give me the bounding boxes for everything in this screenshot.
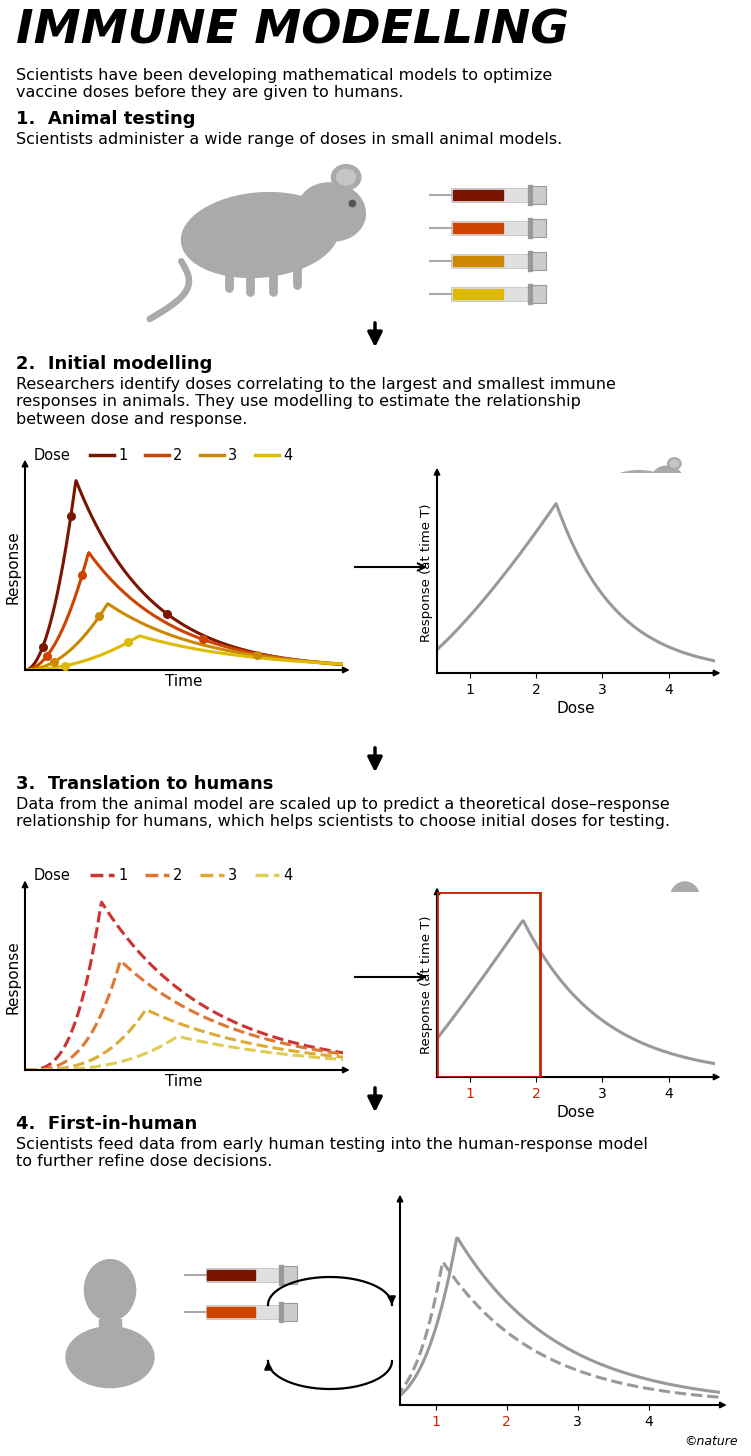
Text: 3: 3 xyxy=(228,447,237,463)
Text: Researchers identify doses correlating to the largest and smallest immune
respon: Researchers identify doses correlating t… xyxy=(16,377,616,427)
Text: 4: 4 xyxy=(283,868,292,882)
Text: 2.  Initial modelling: 2. Initial modelling xyxy=(16,355,213,373)
Bar xyxy=(99,1319,121,1335)
Point xyxy=(41,644,53,667)
Bar xyxy=(528,284,532,304)
Bar xyxy=(279,1265,283,1284)
Text: 1: 1 xyxy=(118,447,127,463)
Y-axis label: Response (at time T): Response (at time T) xyxy=(420,916,433,1054)
Ellipse shape xyxy=(599,470,671,510)
Bar xyxy=(451,255,528,268)
Point xyxy=(93,604,105,628)
Ellipse shape xyxy=(297,183,366,240)
Ellipse shape xyxy=(182,192,339,278)
Text: 4: 4 xyxy=(283,447,292,463)
Bar xyxy=(532,218,545,237)
Bar xyxy=(283,1265,297,1284)
Bar xyxy=(279,1302,283,1322)
Point xyxy=(59,654,71,677)
Text: Scientists feed data from early human testing into the human-response model
to f: Scientists feed data from early human te… xyxy=(16,1137,648,1169)
X-axis label: Time: Time xyxy=(165,674,203,689)
Y-axis label: Response (at time T): Response (at time T) xyxy=(420,504,433,642)
Point xyxy=(48,651,60,674)
Text: 1.  Animal testing: 1. Animal testing xyxy=(16,111,195,128)
Text: 3.  Translation to humans: 3. Translation to humans xyxy=(16,775,273,794)
Text: 4.  First-in-human: 4. First-in-human xyxy=(16,1115,198,1133)
X-axis label: Dose: Dose xyxy=(556,1105,596,1120)
Bar xyxy=(451,221,528,234)
X-axis label: Dose: Dose xyxy=(556,700,596,716)
Text: 3: 3 xyxy=(228,868,237,882)
Point xyxy=(197,628,209,651)
Ellipse shape xyxy=(336,169,355,185)
Text: 2: 2 xyxy=(173,447,182,463)
Bar xyxy=(453,256,502,266)
Point xyxy=(122,630,134,654)
Ellipse shape xyxy=(670,882,700,919)
X-axis label: Time: Time xyxy=(165,1075,203,1089)
Point xyxy=(37,635,49,658)
Y-axis label: Response: Response xyxy=(6,941,21,1015)
Text: ©nature: ©nature xyxy=(684,1436,738,1449)
Point xyxy=(65,505,77,529)
Text: 2: 2 xyxy=(173,868,182,882)
Text: IMMUNE MODELLING: IMMUNE MODELLING xyxy=(16,7,569,52)
Bar xyxy=(207,1270,255,1280)
Point xyxy=(77,563,89,587)
Bar xyxy=(453,189,502,199)
Bar xyxy=(283,1303,297,1321)
Y-axis label: Response: Response xyxy=(6,530,21,604)
Point xyxy=(161,603,173,626)
Bar xyxy=(437,893,540,1077)
Bar xyxy=(528,185,532,205)
Bar xyxy=(528,218,532,239)
Ellipse shape xyxy=(670,460,679,467)
Text: Scientists have been developing mathematical models to optimize
vaccine doses be: Scientists have been developing mathemat… xyxy=(16,68,552,100)
Bar xyxy=(207,1307,255,1316)
Bar xyxy=(528,250,532,271)
Ellipse shape xyxy=(659,922,711,958)
Ellipse shape xyxy=(84,1259,136,1321)
Bar xyxy=(532,186,545,204)
Ellipse shape xyxy=(66,1326,154,1388)
Text: Dose: Dose xyxy=(34,868,71,882)
Text: Scientists administer a wide range of doses in small animal models.: Scientists administer a wide range of do… xyxy=(16,132,562,147)
Bar xyxy=(678,917,692,926)
Ellipse shape xyxy=(349,201,355,207)
Text: Dose: Dose xyxy=(34,447,71,463)
Text: 1: 1 xyxy=(118,868,127,882)
Bar xyxy=(451,287,528,301)
Ellipse shape xyxy=(652,466,683,492)
Bar xyxy=(453,288,502,298)
Bar xyxy=(532,252,545,271)
Bar xyxy=(453,223,502,233)
Ellipse shape xyxy=(676,475,679,478)
Bar xyxy=(532,285,545,303)
Text: Data from the animal model are scaled up to predict a theoretical dose–response
: Data from the animal model are scaled up… xyxy=(16,796,670,830)
Ellipse shape xyxy=(331,165,360,189)
Point xyxy=(251,644,263,667)
Bar xyxy=(206,1268,279,1281)
Ellipse shape xyxy=(668,457,681,469)
Bar xyxy=(206,1306,279,1319)
Bar xyxy=(451,188,528,202)
